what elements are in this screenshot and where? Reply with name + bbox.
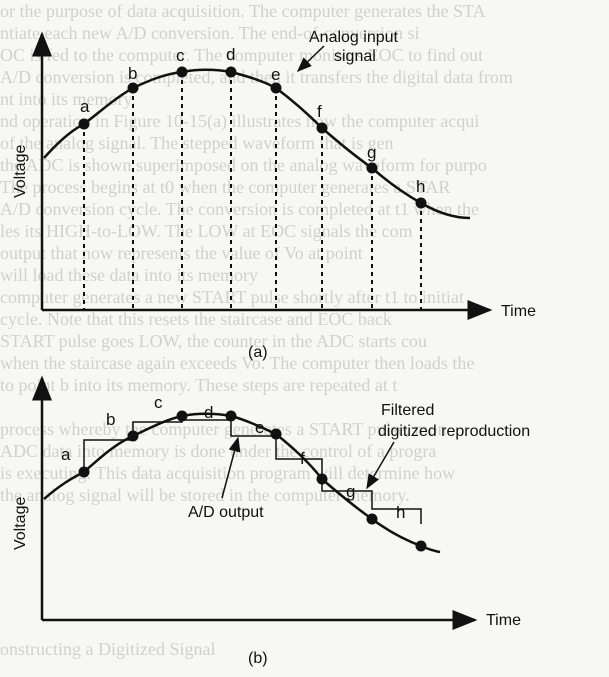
panel-b-sample-points: [78, 410, 427, 552]
background-text-line: ntiate each new A/D conversion. The end-…: [0, 23, 420, 43]
point-label-h: h: [416, 177, 425, 196]
background-text-line: of the analog signal. The stepped wavefo…: [0, 133, 394, 153]
step-label-c: c: [154, 393, 163, 412]
background-text-line: the ADC is shown superimposed on the ana…: [0, 155, 487, 175]
panel-b-point-labels: a b c d e f g h: [61, 393, 405, 522]
panel-a-y-axis-label: Voltage: [12, 145, 29, 198]
filtered-pointer-arrow: [366, 441, 395, 490]
point-label-b: b: [128, 64, 137, 83]
sample-point-b: [127, 82, 139, 94]
background-text-line: process whereby the computer generates a…: [0, 419, 447, 439]
background-text-line: or the purpose of data acquisition. The …: [0, 1, 486, 21]
panel-a-x-axis-label: Time: [501, 303, 536, 320]
background-text-line: cycle. Note that this resets the stairca…: [0, 309, 392, 329]
background-text-line: START pulse goes LOW, the counter in the…: [0, 331, 427, 351]
panel-a-sample-lines: [83, 72, 422, 310]
analog-input-signal-curve: [43, 68, 471, 220]
background-text-line: OC is fed to the computer. The computer …: [0, 45, 484, 65]
background-text-line: onstructing a Digitized Signal: [0, 639, 216, 659]
background-text-line: nd operation in Figure 10-15(a) illustra…: [0, 111, 480, 131]
panel-b-caption: (b): [248, 650, 268, 667]
panel-b-y-axis-label: Voltage: [12, 497, 29, 550]
sample-point-d: [225, 66, 237, 78]
a-d-output-pointer-arrow: [221, 436, 241, 499]
panel-a-point-labels: a b c d e f g h: [80, 45, 425, 196]
background-text-line: A/D conversion cycle. The conversion is …: [0, 199, 480, 219]
filtered-label-line-2: digitized reproduction: [378, 423, 530, 440]
panel-a: Voltage Time: [12, 29, 536, 361]
background-text-line: when the staircase again exceeds Vo. The…: [0, 353, 475, 373]
point-label-e: e: [271, 65, 280, 84]
point-label-g: g: [367, 143, 376, 162]
step-label-g: g: [346, 482, 355, 501]
filtered-label-line-1: Filtered: [381, 402, 434, 419]
sample-point-a: [78, 118, 90, 130]
step-label-d: d: [204, 403, 213, 422]
background-text-line: A/D conversion is completed, and then it…: [0, 67, 513, 87]
reproduction-point-d: [225, 410, 237, 422]
panel-a-sample-points: [78, 66, 427, 209]
point-label-c: c: [176, 46, 185, 65]
step-label-h: h: [396, 503, 405, 522]
reproduction-point-f: [316, 473, 328, 485]
step-label-f: f: [300, 449, 305, 468]
sample-point-g: [366, 162, 378, 174]
background-text-line: computer generates a new START pulse sho…: [0, 287, 465, 307]
background-text-line: les its HIGH-to-LOW. The LOW at EOC sign…: [0, 221, 413, 241]
sample-point-f: [316, 122, 328, 134]
reproduction-point-a: [78, 466, 90, 478]
reproduction-point-b: [127, 430, 139, 442]
step-label-a: a: [61, 445, 71, 464]
point-label-f: f: [317, 102, 322, 121]
step-label-e: e: [255, 418, 264, 437]
filtered-digitized-reproduction-curve: [43, 412, 441, 554]
reproduction-point-g: [366, 513, 378, 525]
background-text-line: the analog signal will be stored in the …: [0, 485, 410, 505]
point-label-a: a: [80, 97, 90, 116]
panel-b-x-axis-label: Time: [486, 612, 521, 629]
background-text-line: The process begins at t0 when the comput…: [0, 177, 451, 197]
analog-input-pointer-arrow: [296, 45, 325, 73]
sample-point-h: [415, 197, 427, 209]
sample-point-c: [176, 66, 188, 78]
a-d-output-label: A/D output: [188, 504, 264, 521]
background-text-line: nt into its memory.: [0, 89, 136, 109]
reproduction-point-h: [415, 540, 427, 552]
background-text-line: ADC data into memory is done under the c…: [0, 441, 437, 461]
background-text-line: is executing. This data acquisition prog…: [0, 463, 456, 483]
analog-input-label-line-1: Analog input: [309, 29, 399, 46]
panel-a-caption: (a): [248, 344, 268, 361]
background-text-line: will load these data into its memory: [0, 265, 258, 285]
reproduction-point-c: [176, 410, 188, 422]
background-text-line: output that now represents the value of …: [0, 243, 363, 263]
reproduction-point-e: [270, 428, 282, 440]
point-label-d: d: [226, 45, 235, 64]
analog-input-label-line-2: signal: [334, 48, 376, 65]
panel-b: Voltage Time a b c d e f g: [12, 375, 530, 667]
sample-point-e: [270, 82, 282, 94]
step-label-b: b: [106, 410, 115, 429]
background-text-line: to point b into its memory. These steps …: [0, 375, 398, 395]
